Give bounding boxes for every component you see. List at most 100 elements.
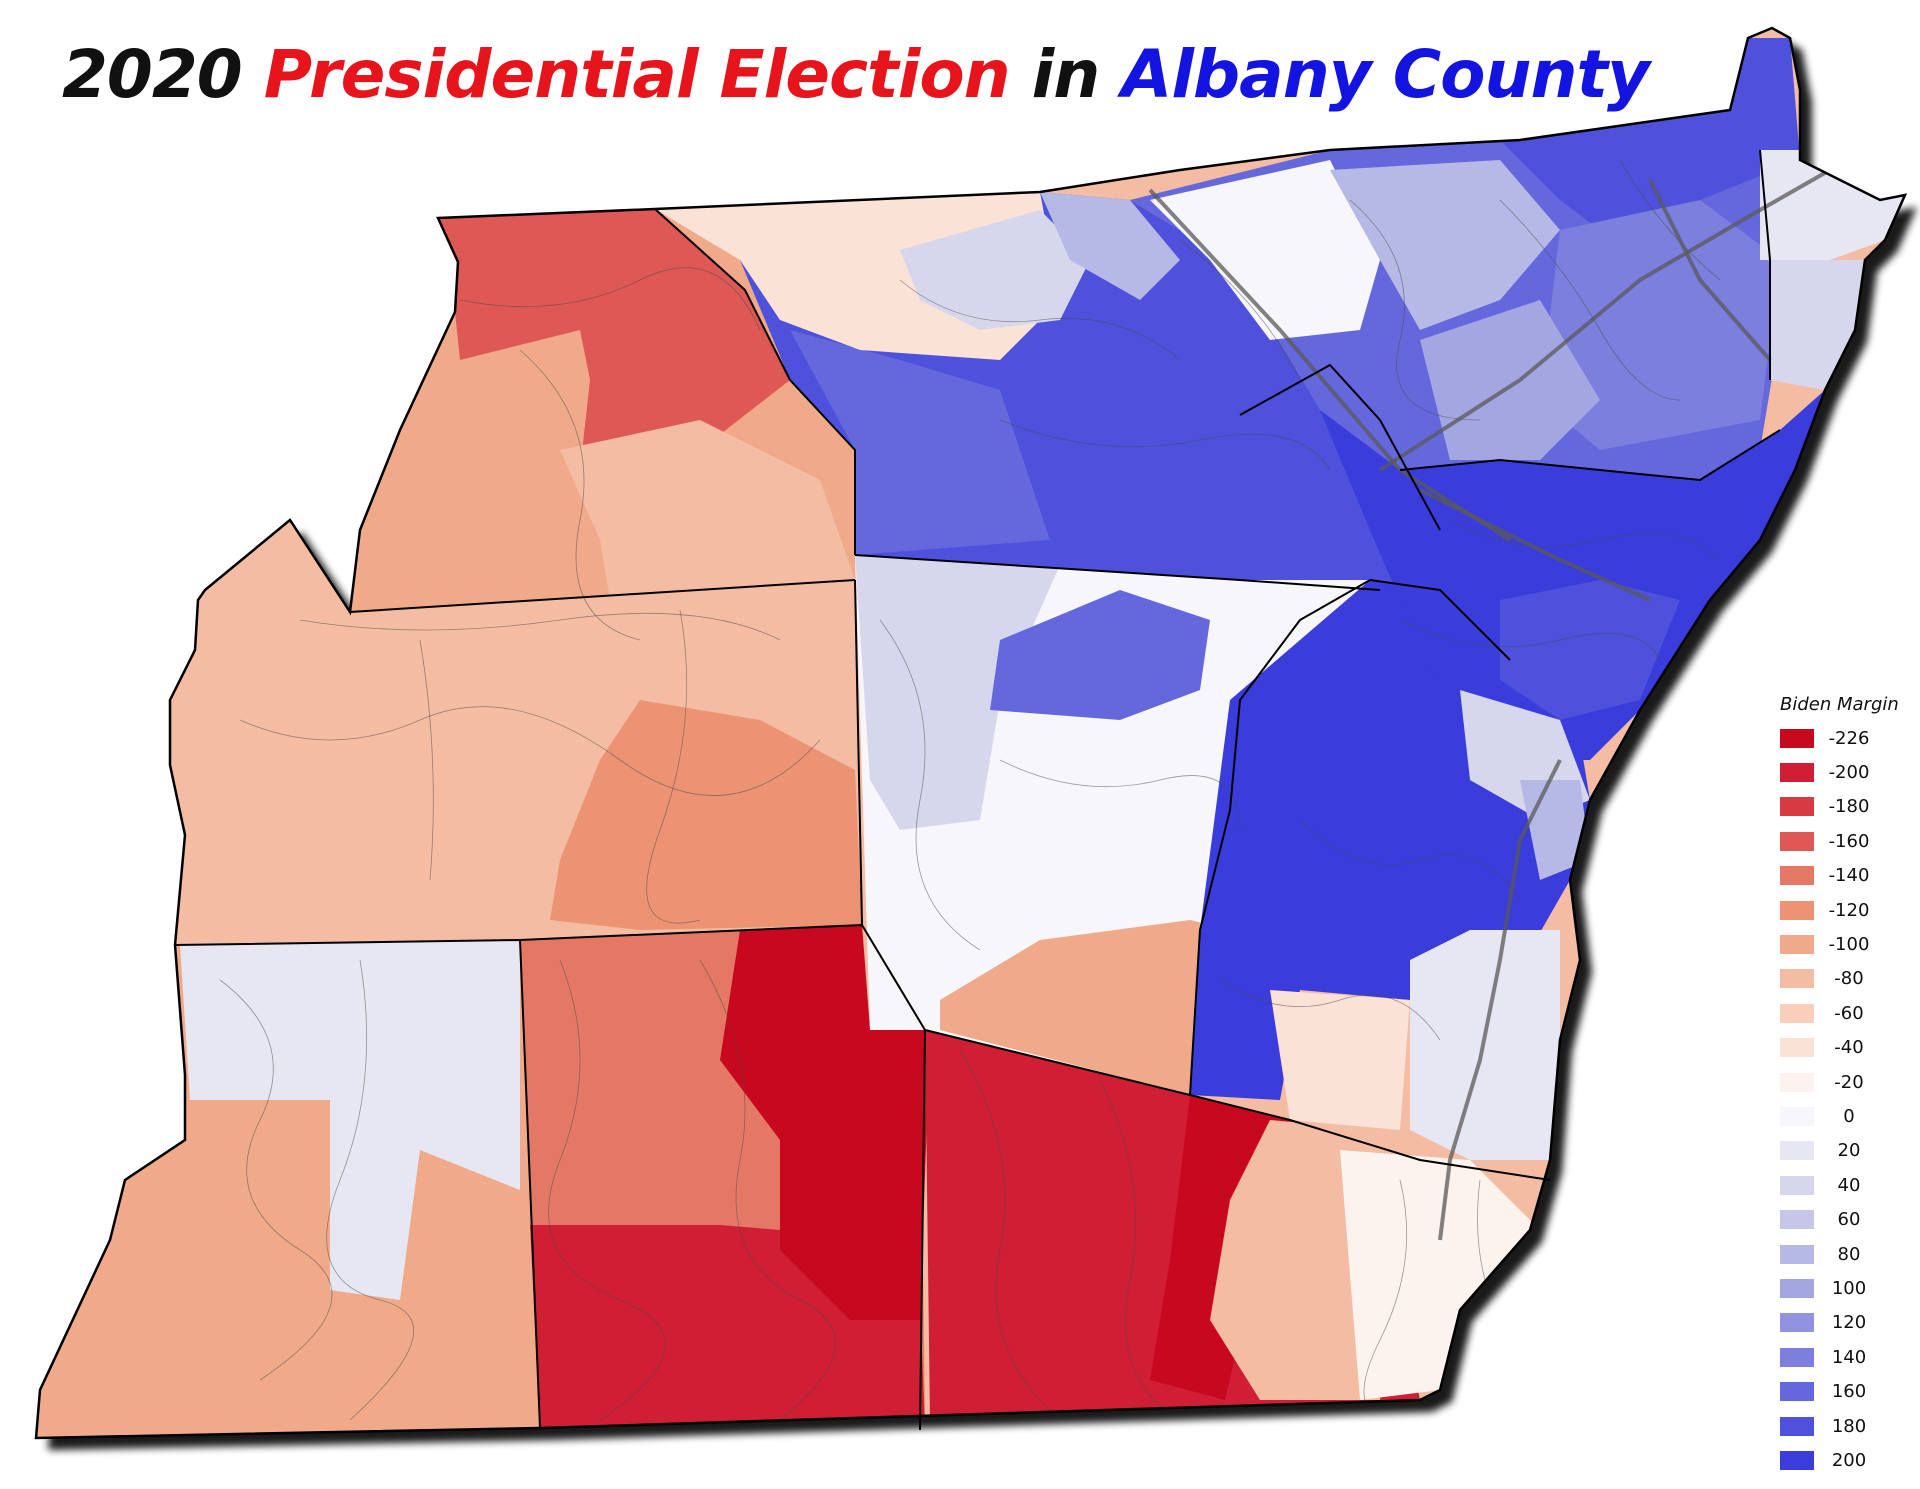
legend-label: -180 xyxy=(1828,796,1870,818)
legend-label: -100 xyxy=(1828,934,1870,956)
legend-title: Biden Margin xyxy=(1780,694,1899,715)
legend-label: -160 xyxy=(1828,830,1870,852)
map-legend: Biden Margin -226 -200 -180 -160 -140 -120 -10… xyxy=(1776,694,1916,1478)
legend-item: -100 xyxy=(1776,927,1916,961)
region-cohoes xyxy=(1760,150,1905,260)
region-knox-south xyxy=(560,420,855,600)
legend-label: -60 xyxy=(1834,1002,1864,1024)
legend-label: 140 xyxy=(1831,1346,1867,1368)
region-rensselaerville-north xyxy=(180,940,520,1300)
legend-swatch xyxy=(1780,935,1814,955)
legend-swatch xyxy=(1780,1416,1814,1436)
legend-label: 80 xyxy=(1837,1243,1861,1265)
legend-item: -140 xyxy=(1776,859,1916,893)
legend-swatch xyxy=(1780,1244,1814,1264)
legend-swatch xyxy=(1780,797,1814,817)
legend-label: -200 xyxy=(1828,762,1870,784)
map-title: 2020 Presidential Election in Albany Cou… xyxy=(62,42,1650,108)
legend-rows: -226 -200 -180 -160 -140 -120 -100 -80 -60 -40 -20… xyxy=(1776,721,1916,1478)
legend-item: -20 xyxy=(1776,1065,1916,1099)
legend-item: 140 xyxy=(1776,1340,1916,1374)
region-colonie-mid xyxy=(1420,300,1600,460)
legend-label: 180 xyxy=(1831,1415,1867,1437)
legend-swatch xyxy=(1780,831,1814,851)
legend-label: -226 xyxy=(1828,727,1870,749)
legend-swatch xyxy=(1780,1210,1814,1230)
legend-label: 160 xyxy=(1831,1381,1867,1403)
region-new-scotland-west xyxy=(855,555,1060,830)
town-boundaries xyxy=(174,149,1781,1431)
legend-swatch xyxy=(1780,1106,1814,1126)
legend-item: 180 xyxy=(1776,1409,1916,1443)
legend-item: 20 xyxy=(1776,1134,1916,1168)
title-year: 2020 xyxy=(62,36,243,113)
legend-item: 160 xyxy=(1776,1374,1916,1408)
legend-swatch xyxy=(1780,1382,1814,1402)
legend-swatch xyxy=(1780,1347,1814,1367)
legend-label: 0 xyxy=(1843,1105,1855,1127)
legend-item: -200 xyxy=(1776,755,1916,789)
region-colonie-west xyxy=(1150,160,1380,340)
region-berne-east xyxy=(550,700,862,930)
region-albany-city xyxy=(1320,390,1825,760)
region-new-scotland-north xyxy=(990,590,1210,720)
region-guilderland-center xyxy=(1040,192,1180,300)
region-bethlehem-south xyxy=(1270,990,1410,1130)
legend-item: -80 xyxy=(1776,962,1916,996)
region-westerlo-core xyxy=(720,925,930,1320)
legend-swatch xyxy=(1780,1313,1814,1333)
region-colonie-north xyxy=(1500,38,1800,230)
legend-item: 40 xyxy=(1776,1168,1916,1202)
legend-item: 100 xyxy=(1776,1271,1916,1305)
legend-swatch xyxy=(1780,1072,1814,1092)
legend-item: -40 xyxy=(1776,1031,1916,1065)
region-albany-downtown xyxy=(1500,580,1680,720)
legend-swatch xyxy=(1780,900,1814,920)
legend-swatch xyxy=(1780,728,1814,748)
legend-swatch xyxy=(1780,866,1814,886)
legend-label: 120 xyxy=(1831,1312,1867,1334)
legend-swatch xyxy=(1780,1003,1814,1023)
precinct-fills xyxy=(36,38,1905,1438)
region-guilderland-north xyxy=(900,210,1090,330)
highways xyxy=(1148,168,1831,1241)
legend-label: 40 xyxy=(1837,1174,1861,1196)
region-new-scotland-south xyxy=(940,920,1230,1095)
legend-label: 20 xyxy=(1837,1140,1861,1162)
legend-label: -140 xyxy=(1828,865,1870,887)
legend-item: 80 xyxy=(1776,1237,1916,1271)
legend-item: 0 xyxy=(1776,1099,1916,1133)
legend-label: 200 xyxy=(1831,1449,1867,1471)
legend-item: -60 xyxy=(1776,996,1916,1030)
legend-swatch xyxy=(1780,969,1814,989)
region-knox-north xyxy=(438,209,790,470)
region-watervliet xyxy=(1770,260,1865,390)
legend-swatch xyxy=(1780,1175,1814,1195)
legend-item: -160 xyxy=(1776,824,1916,858)
legend-label: 100 xyxy=(1831,1277,1867,1299)
legend-swatch xyxy=(1780,1450,1814,1470)
region-coeymans-village xyxy=(1340,1150,1540,1400)
title-county: Albany County xyxy=(1121,36,1650,113)
legend-swatch xyxy=(1780,1141,1814,1161)
legend-swatch xyxy=(1780,1038,1814,1058)
legend-item: 120 xyxy=(1776,1306,1916,1340)
legend-item: -120 xyxy=(1776,893,1916,927)
legend-label: -80 xyxy=(1834,968,1864,990)
legend-label: -20 xyxy=(1834,1071,1864,1093)
title-election: Presidential Election xyxy=(263,36,1011,113)
legend-swatch xyxy=(1780,763,1814,783)
legend-item: -226 xyxy=(1776,721,1916,755)
legend-label: 60 xyxy=(1837,1209,1861,1231)
legend-item: -180 xyxy=(1776,790,1916,824)
legend-label: -120 xyxy=(1828,899,1870,921)
region-colonie-east xyxy=(1540,200,1780,450)
county-outline xyxy=(34,26,1908,1440)
title-in: in xyxy=(1031,36,1101,113)
legend-swatch xyxy=(1780,1278,1814,1298)
legend-item: 200 xyxy=(1776,1443,1916,1477)
legend-item: 60 xyxy=(1776,1202,1916,1236)
legend-label: -40 xyxy=(1834,1037,1864,1059)
